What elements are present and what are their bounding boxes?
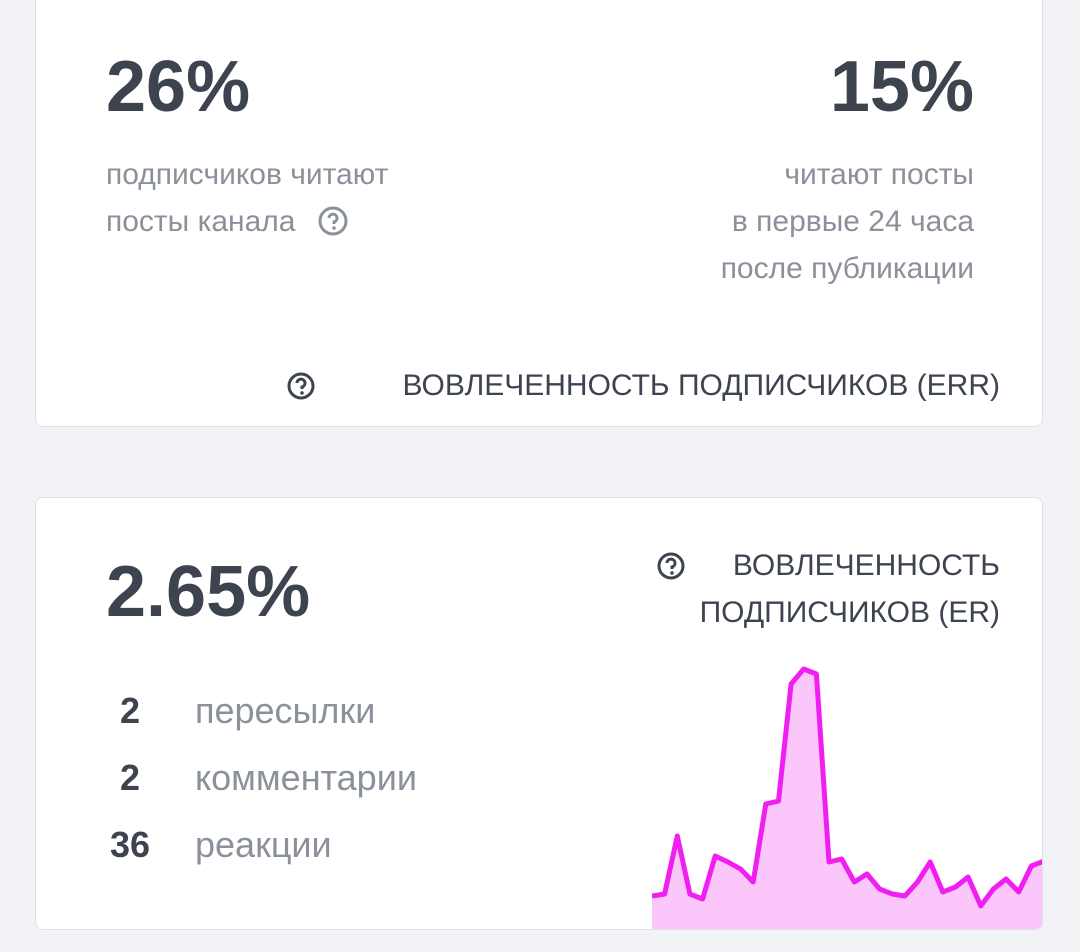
caption-text: посты канала [106, 205, 296, 238]
metric-value: 15% [829, 47, 974, 127]
err-card: 26% подписчиков читают посты канала 15% … [35, 0, 1043, 427]
caption-line: читают посты [784, 158, 974, 191]
sparkline-area [652, 669, 1042, 929]
stat-count: 36 [109, 824, 151, 865]
help-icon[interactable] [656, 551, 686, 581]
stat-label: пересылки [195, 690, 376, 731]
sparkline [652, 666, 1042, 929]
metric-value: 26% [106, 47, 251, 127]
help-icon[interactable] [318, 206, 348, 236]
metric-caption: читают посты в первые 24 часа после публ… [721, 151, 974, 292]
stat-count: 2 [119, 690, 141, 731]
er-card: 2.65% ВОВЛЕЧЕННОСТЬ ПОДПИСЧИКОВ (ER) 2 пе… [35, 497, 1043, 930]
caption-line: в первые 24 часа [731, 205, 974, 238]
title-line: ВОВЛЕЧЕННОСТЬ [732, 549, 1000, 582]
card-title: ВОВЛЕЧЕННОСТЬ ПОДПИСЧИКОВ (ERR) [402, 369, 1000, 402]
caption-line: после публикации [720, 252, 974, 285]
stat-label: комментарии [195, 757, 417, 798]
caption-line: подписчиков читают [106, 158, 389, 191]
metric-value: 2.65% [106, 552, 311, 632]
stat-label: реакции [195, 824, 332, 865]
stat-count: 2 [119, 757, 141, 798]
help-icon[interactable] [286, 371, 316, 401]
card-title: ВОВЛЕЧЕННОСТЬ ПОДПИСЧИКОВ (ER) [700, 542, 1000, 636]
title-line: ПОДПИСЧИКОВ (ER) [699, 596, 1000, 629]
caption-line: посты канала [106, 198, 388, 245]
sparkline-line [652, 666, 1042, 909]
metric-caption: подписчиков читают посты канала [106, 151, 388, 245]
